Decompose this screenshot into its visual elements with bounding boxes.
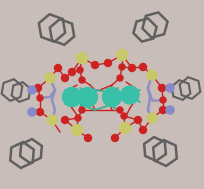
Circle shape	[79, 77, 85, 83]
Circle shape	[37, 108, 43, 115]
Circle shape	[76, 53, 88, 64]
Circle shape	[79, 107, 85, 113]
Circle shape	[112, 135, 119, 142]
Circle shape	[117, 107, 123, 113]
Circle shape	[104, 60, 112, 67]
Circle shape	[61, 116, 69, 123]
Circle shape	[166, 106, 174, 114]
Circle shape	[166, 84, 174, 92]
Circle shape	[54, 64, 61, 71]
Circle shape	[47, 115, 57, 125]
Circle shape	[69, 68, 75, 75]
Circle shape	[75, 115, 81, 121]
Circle shape	[159, 84, 165, 91]
Circle shape	[37, 95, 43, 101]
Circle shape	[61, 74, 69, 81]
Circle shape	[147, 70, 157, 80]
Circle shape	[92, 61, 99, 68]
Circle shape	[160, 97, 166, 103]
Circle shape	[77, 67, 83, 73]
Circle shape	[28, 86, 36, 94]
Circle shape	[62, 88, 82, 106]
Circle shape	[140, 64, 146, 70]
Circle shape	[134, 116, 142, 123]
Circle shape	[84, 135, 92, 142]
Circle shape	[140, 126, 146, 133]
Circle shape	[120, 122, 131, 133]
Circle shape	[121, 113, 127, 119]
Circle shape	[71, 125, 82, 136]
Circle shape	[147, 113, 157, 123]
Circle shape	[28, 108, 36, 116]
Circle shape	[160, 106, 166, 114]
Circle shape	[117, 75, 123, 81]
Circle shape	[79, 88, 98, 106]
Circle shape	[34, 84, 41, 91]
Circle shape	[116, 50, 128, 60]
Circle shape	[119, 64, 125, 70]
Circle shape	[102, 88, 122, 106]
Circle shape	[129, 64, 135, 71]
Circle shape	[121, 86, 139, 104]
Circle shape	[45, 73, 55, 83]
